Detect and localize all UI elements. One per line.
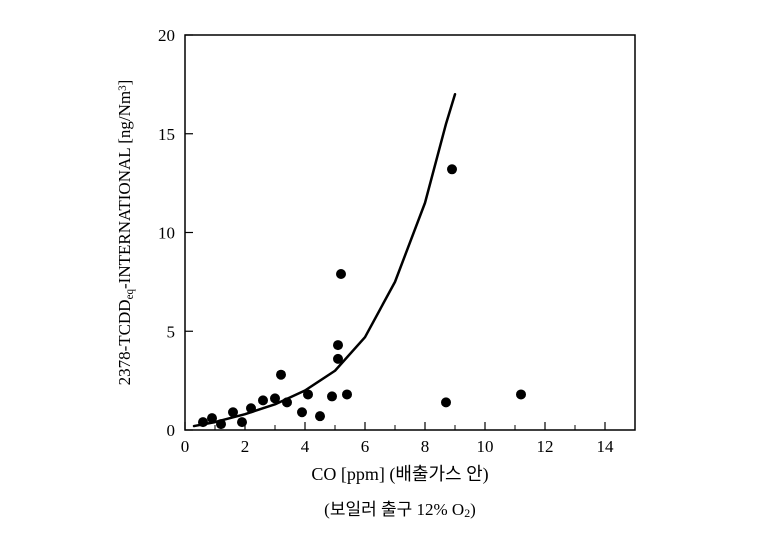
svg-text:0: 0: [167, 421, 176, 440]
svg-text:12: 12: [537, 437, 554, 456]
svg-text:14: 14: [597, 437, 615, 456]
svg-text:10: 10: [477, 437, 494, 456]
svg-text:8: 8: [421, 437, 430, 456]
svg-text:4: 4: [301, 437, 310, 456]
svg-text:(보일러 출구 12% O2): (보일러 출구 12% O2): [324, 500, 476, 520]
svg-text:10: 10: [158, 224, 175, 243]
svg-text:0: 0: [181, 437, 190, 456]
svg-text:CO [ppm] (배출가스 안): CO [ppm] (배출가스 안): [311, 464, 488, 485]
svg-text:20: 20: [158, 26, 175, 45]
svg-text:6: 6: [361, 437, 370, 456]
svg-text:15: 15: [158, 125, 175, 144]
chart-container: 0 2 4 6 8 10 12 14 0 5 10 15 20 CO [ppm] (배출가스 안) (보일러…: [0, 0, 772, 554]
svg-text:2: 2: [241, 437, 250, 456]
svg-text:2378-TCDDeq-INTERNATIONAL [ng/: 2378-TCDDeq-INTERNATIONAL [ng/Nm3]: [115, 80, 136, 386]
scatter-chart: 0 2 4 6 8 10 12 14 0 5 10 15 20 CO [ppm] (배출가스 안) (보일러…: [0, 0, 772, 554]
svg-text:5: 5: [167, 322, 176, 341]
